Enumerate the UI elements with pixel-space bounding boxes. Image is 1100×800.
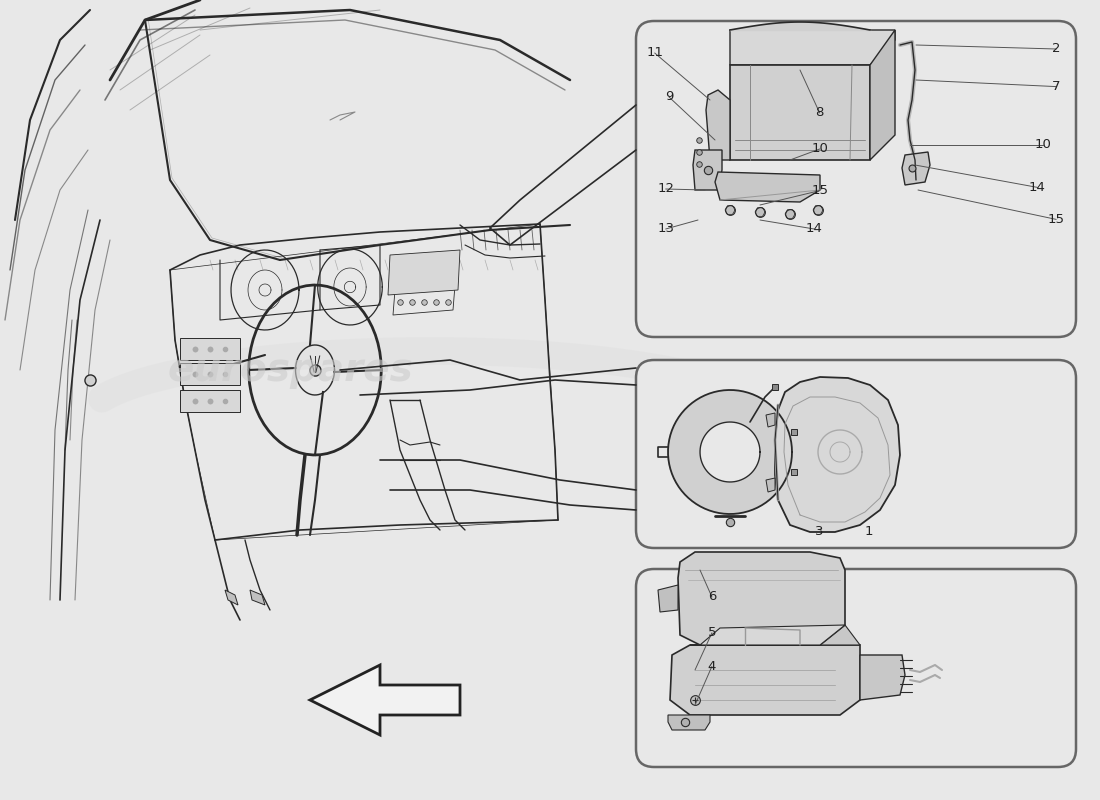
Polygon shape <box>310 665 460 735</box>
Polygon shape <box>668 390 792 514</box>
Polygon shape <box>870 30 895 160</box>
Text: 14: 14 <box>1030 181 1046 194</box>
FancyBboxPatch shape <box>636 569 1076 767</box>
Text: 15: 15 <box>1047 213 1065 226</box>
Text: 13: 13 <box>657 222 674 235</box>
Text: 2: 2 <box>1052 42 1060 55</box>
Polygon shape <box>730 65 870 160</box>
Text: 4: 4 <box>707 660 716 673</box>
Polygon shape <box>678 552 845 645</box>
Polygon shape <box>226 590 238 605</box>
Text: 10: 10 <box>1035 138 1052 151</box>
Text: 1: 1 <box>865 525 873 538</box>
Text: 3: 3 <box>815 525 824 538</box>
Polygon shape <box>700 422 760 482</box>
Polygon shape <box>690 625 860 645</box>
Polygon shape <box>730 30 895 65</box>
Polygon shape <box>715 172 820 202</box>
Polygon shape <box>776 377 900 532</box>
Polygon shape <box>250 590 265 605</box>
Text: 5: 5 <box>707 626 716 639</box>
Text: 12: 12 <box>657 182 674 195</box>
FancyBboxPatch shape <box>636 360 1076 548</box>
Text: eurospares: eurospares <box>167 351 412 389</box>
FancyBboxPatch shape <box>636 21 1076 337</box>
Text: 8: 8 <box>815 106 824 119</box>
Polygon shape <box>658 585 678 612</box>
Text: 7: 7 <box>1052 80 1060 93</box>
Text: 11: 11 <box>646 46 663 59</box>
Polygon shape <box>668 715 710 730</box>
Polygon shape <box>902 152 930 185</box>
Text: 14: 14 <box>806 222 823 235</box>
Bar <box>180 390 240 412</box>
Bar <box>180 363 240 385</box>
Polygon shape <box>860 655 905 700</box>
Bar <box>180 338 240 360</box>
Polygon shape <box>766 413 775 427</box>
Polygon shape <box>670 645 860 715</box>
Polygon shape <box>706 90 730 160</box>
Polygon shape <box>388 250 460 295</box>
Polygon shape <box>700 625 845 645</box>
Text: 6: 6 <box>707 590 716 603</box>
Text: 15: 15 <box>811 184 828 197</box>
Polygon shape <box>170 224 558 540</box>
Polygon shape <box>693 150 722 190</box>
Polygon shape <box>766 478 775 492</box>
Text: 10: 10 <box>812 142 828 155</box>
Text: 9: 9 <box>664 90 673 103</box>
